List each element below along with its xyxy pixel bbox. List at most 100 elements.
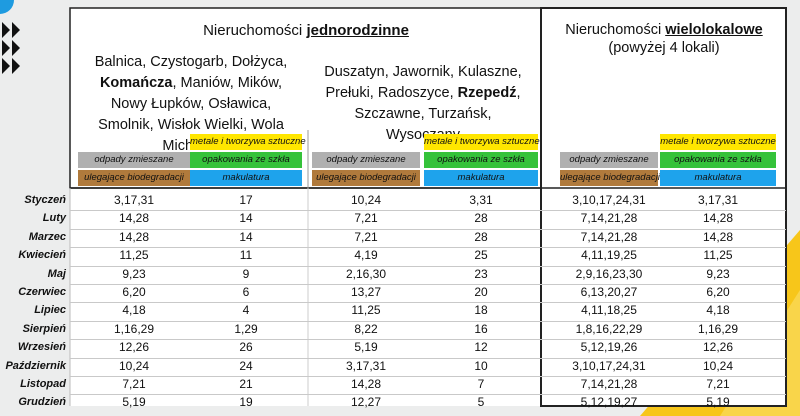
legend-glass: opakowania ze szkła: [660, 152, 776, 168]
row-line: [70, 376, 786, 377]
legend-metals: metale i tworzywa sztuczne: [424, 134, 540, 150]
cell: 7,21: [354, 211, 378, 226]
cell: 12,26: [118, 340, 150, 355]
legend-paper: makulatura: [424, 170, 538, 186]
cell: 2,16,30: [345, 266, 387, 281]
cell: 14,28: [118, 229, 150, 244]
cell: 3,17,31: [697, 193, 739, 207]
cell: 6,20: [122, 285, 146, 299]
cell: 17: [239, 193, 253, 207]
row-line: [70, 339, 786, 341]
cell: 20: [474, 285, 488, 299]
cell: 7,14,21,28: [580, 377, 638, 391]
cell: 4,11,18,25: [581, 303, 637, 318]
area-list: Duszatyn, Jawornik, Kulaszne, Prełuki, R…: [316, 62, 530, 146]
right-title: Nieruchomości wielolokalowe: [543, 22, 785, 38]
month-label: Maj: [47, 267, 66, 280]
cell: 3,17,31: [345, 358, 387, 373]
legend-glass: opakowania ze szkła: [424, 152, 538, 168]
cell: 24: [239, 358, 253, 373]
cell: 4,19: [354, 248, 378, 263]
cell: 5: [477, 395, 485, 410]
title-text: Nieruchomości: [203, 22, 307, 39]
left-title: Nieruchomości jednorodzinne: [72, 22, 540, 39]
cell: 12,26: [702, 340, 734, 355]
cell: 7,14,21,28: [580, 211, 638, 226]
cell: 9,23: [706, 266, 730, 281]
month-label: Lipiec: [34, 304, 66, 317]
cell: 5,19: [122, 395, 146, 410]
legend-bio: ulegające biodegradacji: [312, 170, 420, 186]
cell: 11,25: [703, 248, 733, 263]
area-text: , Maniów, Mików, Nowy Łupków, Osławica, …: [98, 75, 284, 154]
row-line: [70, 302, 786, 304]
cell: 3,17,31: [113, 193, 155, 207]
area-bold: Komańcza: [99, 75, 173, 91]
cell: 12: [474, 340, 488, 355]
cell: 3,31: [469, 193, 493, 207]
cell: 11,25: [351, 303, 381, 318]
subtitle: (powyżej 4 lokali): [608, 40, 720, 56]
cell: 14,28: [702, 211, 734, 226]
row-line: [70, 394, 786, 396]
cell: 14: [239, 211, 253, 226]
legend-mixed: odpady zmieszane: [312, 152, 420, 168]
row-line: [70, 210, 786, 212]
month-label: Październik: [5, 359, 66, 372]
title-bold: wielolokalowe: [665, 22, 763, 38]
cell: 28: [474, 211, 488, 226]
row-line: [70, 284, 786, 285]
legend-metals: metale i tworzywa sztuczne: [190, 134, 306, 150]
cell: 5,12,19,27: [580, 395, 638, 410]
cell: 10,24: [702, 358, 734, 373]
cell: 10: [474, 358, 488, 373]
cell: 6,20: [706, 285, 730, 299]
cell: 16: [474, 321, 488, 336]
area-bold: Rzepedź: [457, 85, 517, 101]
cell: 12,27: [350, 395, 382, 410]
cell: 6: [242, 285, 250, 299]
title-text: Nieruchomości: [565, 22, 666, 38]
row-line: [70, 357, 786, 359]
cell: 14,28: [118, 211, 150, 226]
cell: 8,22: [354, 321, 378, 336]
cell: 6,13,20,27: [580, 285, 638, 299]
cell: 3,10,17,24,31: [572, 358, 646, 373]
cell: 11: [239, 248, 253, 263]
row-line: [70, 320, 786, 322]
cell: 1,16,29: [697, 321, 739, 336]
cell: 5,12,19,26: [580, 340, 638, 355]
legend-paper: makulatura: [190, 170, 302, 186]
row-line: [70, 265, 786, 267]
cell: 7: [477, 377, 485, 391]
month-label: Grudzień: [18, 396, 66, 409]
month-label: Marzec: [28, 230, 66, 243]
legend-mixed: odpady zmieszane: [78, 152, 190, 168]
month-label: Czerwiec: [18, 286, 66, 298]
area-text: Duszatyn, Jawornik, Kulaszne, Prełuki, R…: [324, 64, 522, 101]
cell: 2,9,16,23,30: [575, 266, 643, 281]
cell: 1,16,29: [113, 321, 155, 336]
cell: 4: [242, 303, 250, 318]
cell: 13,27: [350, 285, 382, 299]
cell: 23: [474, 266, 488, 281]
legend-mixed: odpady zmieszane: [560, 152, 658, 168]
cell: 7,21: [122, 377, 146, 391]
row-line: [70, 247, 786, 249]
cell: 25: [474, 248, 488, 263]
legend-metals: metale i tworzywa sztuczne: [660, 134, 776, 150]
legend-glass: opakowania ze szkła: [190, 152, 302, 168]
cell: 7,21: [354, 229, 378, 244]
cell: 1,29: [234, 321, 258, 336]
cell: 5,19: [706, 395, 730, 410]
cell: 26: [239, 340, 253, 355]
cell: 4,18: [706, 303, 730, 318]
cell: 7,14,21,28: [580, 229, 638, 244]
row-line: [70, 228, 786, 230]
cell: 9: [242, 266, 250, 281]
cell: 5,19: [354, 340, 378, 355]
cell: 1,8,16,22,29: [575, 321, 643, 336]
cell: 14,28: [702, 229, 734, 244]
cell: 19: [239, 395, 253, 410]
